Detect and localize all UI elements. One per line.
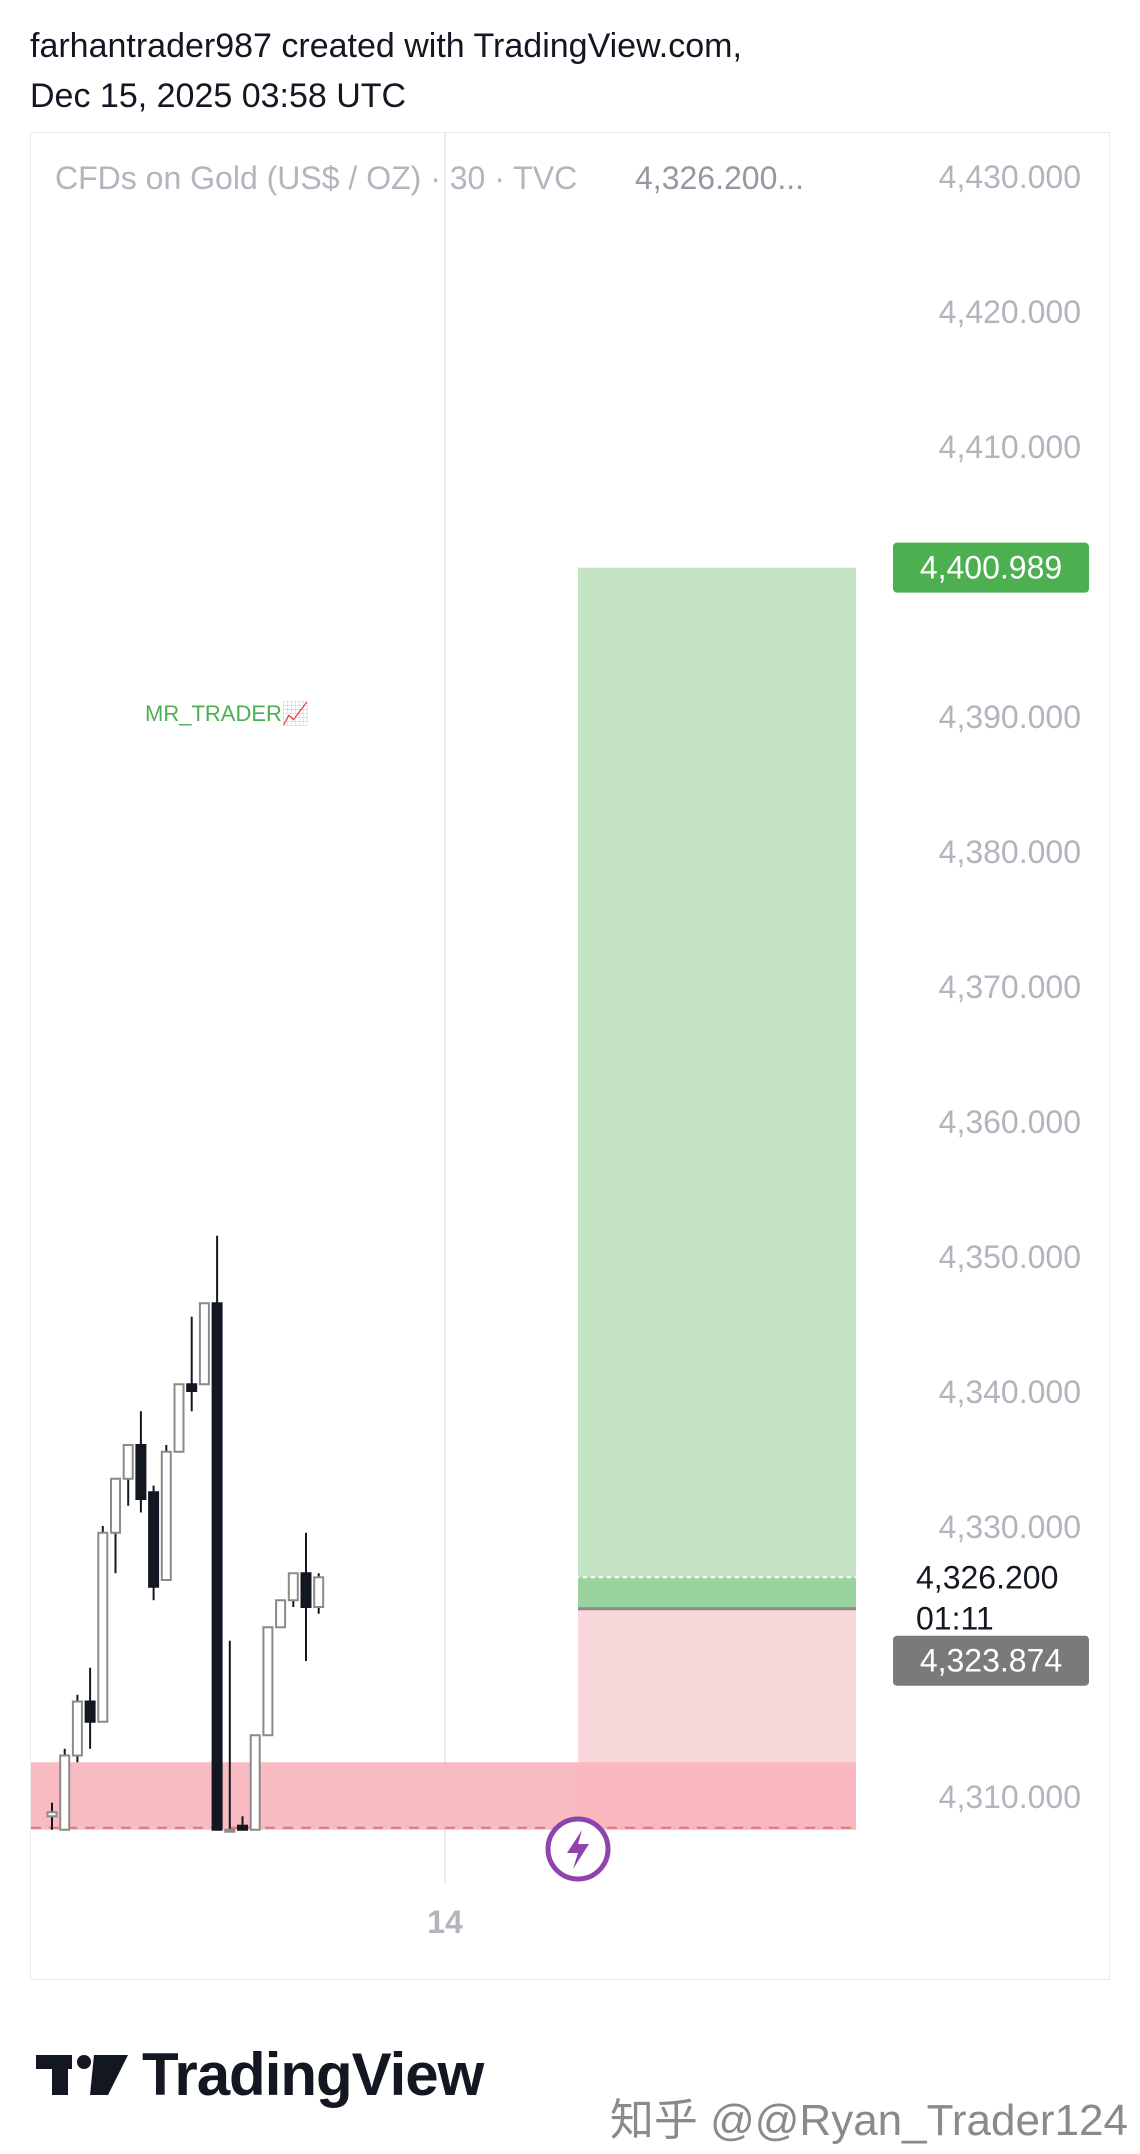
candle-body bbox=[300, 1572, 312, 1608]
candle-body bbox=[97, 1531, 109, 1723]
target-price-badge bbox=[893, 542, 1089, 593]
candle-body bbox=[84, 1700, 96, 1723]
header-author-line: farhantrader987 created with TradingView… bbox=[30, 27, 742, 65]
lightning-icon[interactable] bbox=[545, 1816, 611, 1882]
candle-body bbox=[148, 1491, 160, 1588]
symbol-info: CFDs on Gold (US$ / OZ) · 30 · TVC bbox=[55, 160, 577, 196]
price-axis-tick: 4,420.000 bbox=[939, 294, 1081, 330]
tradingview-logo: TradingView bbox=[36, 2040, 484, 2109]
candle-body bbox=[287, 1572, 299, 1602]
x-axis-tick: 14 bbox=[427, 1904, 463, 1940]
header-timestamp: Dec 15, 2025 03:58 UTC bbox=[30, 77, 407, 115]
candle-body bbox=[173, 1383, 185, 1453]
candle-body bbox=[71, 1700, 83, 1757]
candle-body bbox=[160, 1450, 172, 1581]
price-axis-tick: 4,310.000 bbox=[939, 1779, 1081, 1815]
bottom-loss-band bbox=[31, 1762, 856, 1830]
candle-body bbox=[313, 1576, 325, 1609]
candle-body bbox=[211, 1302, 223, 1831]
bar-countdown-label: 01:11 bbox=[916, 1600, 994, 1636]
target-price-label: 4,400.989 bbox=[920, 550, 1062, 586]
profit-zone-current bbox=[578, 1577, 856, 1609]
price-axis-tick: 4,350.000 bbox=[939, 1239, 1081, 1275]
price-axis-tick: 4,330.000 bbox=[939, 1509, 1081, 1545]
price-axis-tick: 4,380.000 bbox=[939, 834, 1081, 870]
candle-body bbox=[46, 1811, 58, 1818]
candle-body bbox=[224, 1828, 236, 1833]
candle-body bbox=[249, 1734, 261, 1831]
chart-annotation[interactable]: MR_TRADER📈 bbox=[145, 701, 309, 726]
candles-group bbox=[46, 1235, 325, 1833]
price-axis-tick: 4,410.000 bbox=[939, 429, 1081, 465]
price-axis-tick: 4,390.000 bbox=[939, 699, 1081, 735]
tradingview-logo-icon bbox=[36, 2054, 128, 2095]
candle-body bbox=[186, 1383, 198, 1392]
candle-body bbox=[237, 1824, 248, 1831]
candle-body bbox=[110, 1477, 121, 1534]
entry-price-label: 4,323.874 bbox=[920, 1643, 1062, 1679]
candle-body bbox=[135, 1444, 147, 1500]
price-axis-tick: 4,370.000 bbox=[939, 969, 1081, 1005]
candle-body bbox=[122, 1444, 134, 1480]
candle-body bbox=[59, 1754, 71, 1831]
chart-panel[interactable]: CFDs on Gold (US$ / OZ) · 30 · TVC 4,326… bbox=[30, 132, 1110, 1980]
candle-body bbox=[262, 1626, 274, 1737]
take-profit-zone[interactable] bbox=[578, 567, 856, 1609]
candle-body bbox=[275, 1599, 287, 1629]
price-axis-tick: 4,430.000 bbox=[939, 159, 1081, 195]
current-price-label: 4,326.200 bbox=[916, 1559, 1058, 1595]
symbol-last-price: 4,326.200... bbox=[635, 160, 804, 196]
price-chart[interactable]: CFDs on Gold (US$ / OZ) · 30 · TVC 4,326… bbox=[31, 133, 1109, 1979]
price-axis-tick: 4,360.000 bbox=[939, 1104, 1081, 1140]
entry-price-badge bbox=[893, 1635, 1089, 1686]
tradingview-logo-text: TradingView bbox=[142, 2041, 484, 2108]
candle-body bbox=[198, 1302, 210, 1386]
price-axis[interactable]: 4,430.000 4,420.000 4,410.000 4,390.000 4,38… bbox=[939, 159, 1081, 1815]
author-watermark: 知乎 @@Ryan_Trader124 bbox=[609, 2096, 1128, 2145]
price-axis-tick: 4,340.000 bbox=[939, 1374, 1081, 1410]
